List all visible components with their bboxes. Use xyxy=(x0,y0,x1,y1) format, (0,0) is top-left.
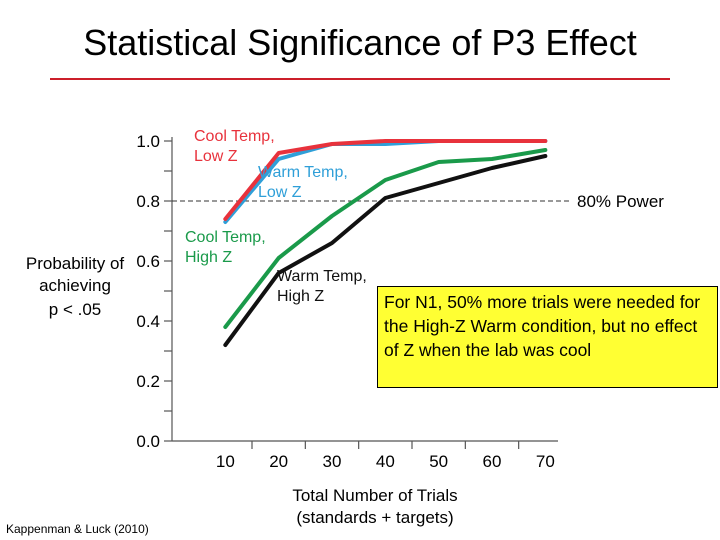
series-line-cool-temp-low-z xyxy=(223,139,548,221)
power-80-label: 80% Power xyxy=(577,192,664,211)
y-tick-label: 0.2 xyxy=(136,372,160,391)
y-tick-label: 0.8 xyxy=(136,192,160,211)
series-label: High Z xyxy=(277,288,324,305)
x-tick-label: 50 xyxy=(429,452,448,471)
n1-callout-note: For N1, 50% more trials were needed for … xyxy=(377,286,718,388)
x-tick-label: 10 xyxy=(216,452,235,471)
y-tick-label: 0.0 xyxy=(136,432,160,451)
y-axis-title: Probability of xyxy=(26,254,125,273)
y-axis-title: p < .05 xyxy=(49,300,101,319)
series-label: Low Z xyxy=(194,148,238,165)
x-tick-label: 70 xyxy=(536,452,555,471)
x-tick-label: 60 xyxy=(483,452,502,471)
series-line-warm-temp-high-z xyxy=(223,154,548,347)
x-tick-label: 30 xyxy=(323,452,342,471)
slide-title: Statistical Significance of P3 Effect xyxy=(83,22,637,63)
y-tick-label: 0.6 xyxy=(136,252,160,271)
axis-titles: Probability of achieving p < .05 Total Numb… xyxy=(26,254,458,527)
x-tick-label: 40 xyxy=(376,452,395,471)
series-label: Low Z xyxy=(258,184,302,201)
series-label: Cool Temp, xyxy=(185,229,266,246)
y-tick-label: 1.0 xyxy=(136,132,160,151)
x-axis-title: (standards + targets) xyxy=(296,508,453,527)
series-labels: Cool Temp, Low Z Warm Temp, Low Z Cool Temp,… xyxy=(185,128,367,305)
citation: Kappenman & Luck (2010) xyxy=(6,522,149,536)
series-label: Cool Temp, xyxy=(194,128,275,145)
chart-axes: 0.0 0.2 0.4 0.6 0.8 1.0 10 20 30 40 50 60 70 xyxy=(136,132,558,471)
x-tick-label: 20 xyxy=(269,452,288,471)
x-axis-title: Total Number of Trials xyxy=(292,486,457,505)
chart-series xyxy=(223,139,548,347)
series-label: Warm Temp, xyxy=(277,268,367,285)
y-axis-title: achieving xyxy=(39,276,111,295)
title-underline xyxy=(50,78,670,80)
y-tick-label: 0.4 xyxy=(136,312,160,331)
series-label: High Z xyxy=(185,249,232,266)
series-line-cool-temp-high-z xyxy=(223,148,548,329)
series-label: Warm Temp, xyxy=(258,164,348,181)
